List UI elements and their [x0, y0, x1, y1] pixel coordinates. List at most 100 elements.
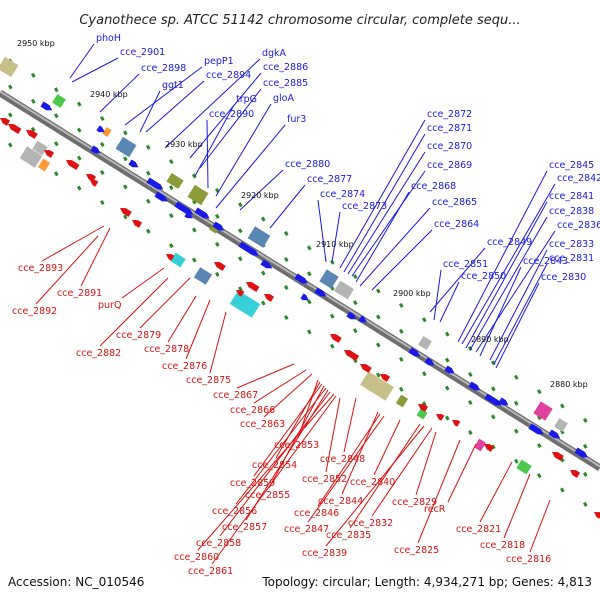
- label-leader-line: [263, 373, 313, 418]
- label-leader-line: [219, 391, 331, 537]
- tick-mark: [8, 112, 13, 118]
- forward-gene-label: gloA: [273, 93, 294, 104]
- label-leader-line: [371, 427, 433, 517]
- label-leaders: [35, 43, 556, 565]
- tick-mark: [490, 386, 496, 392]
- tick-mark: [77, 127, 82, 133]
- reverse-gene-label: cce_2854: [252, 460, 297, 471]
- tick-mark: [261, 270, 266, 276]
- label-leader-line: [121, 267, 165, 299]
- feature-block: [37, 158, 51, 172]
- tick-mark: [583, 471, 588, 477]
- tick-mark: [54, 87, 59, 93]
- label-leader-line: [447, 443, 477, 503]
- forward-gene-arrow: [90, 145, 101, 154]
- feature-block: [395, 394, 409, 408]
- tick-mark: [399, 386, 404, 392]
- label-leader-line: [317, 199, 327, 263]
- forward-gene-label: cce_2885: [263, 78, 308, 89]
- feature-block: [473, 438, 487, 452]
- feature-block: [52, 94, 66, 108]
- tick-mark: [399, 302, 404, 308]
- reverse-gene-arrow: [436, 414, 445, 421]
- label-leader-line: [359, 207, 431, 287]
- forward-gene-label: cce_2877: [307, 174, 352, 185]
- tick-mark: [237, 256, 243, 262]
- forward-gene-label: cce_2869: [427, 160, 472, 171]
- tick-mark: [284, 285, 289, 290]
- label-leader-line: [355, 191, 410, 283]
- label-leader-line: [343, 397, 357, 453]
- label-leader-line: [167, 295, 197, 343]
- tick-mark: [468, 371, 473, 377]
- forward-gene-label: cce_2842: [557, 173, 600, 184]
- label-leader-line: [245, 389, 329, 521]
- tick-mark: [191, 227, 197, 233]
- tick-mark: [513, 458, 519, 464]
- tick-mark: [468, 399, 473, 405]
- tick-mark: [146, 144, 151, 150]
- reverse-gene-label: cce_2857: [222, 522, 267, 533]
- feature-block: [533, 401, 553, 421]
- reverse-gene-arrow: [66, 160, 80, 170]
- reverse-gene-label: cce_2875: [186, 375, 231, 386]
- label-leader-line: [211, 395, 337, 565]
- feature-block: [418, 336, 432, 350]
- forward-gene-label: cce_2841: [549, 191, 594, 202]
- reverse-gene-label: cce_2816: [506, 554, 551, 565]
- label-leader-line: [433, 269, 442, 321]
- tick-mark: [284, 231, 289, 236]
- reverse-gene-label: cce_2863: [240, 419, 285, 430]
- tick-mark: [307, 329, 312, 335]
- tick-mark: [191, 257, 197, 263]
- label-leader-line: [325, 425, 425, 547]
- forward-gene-label: cce_2890: [209, 109, 254, 120]
- forward-gene-label: cce_2894: [206, 70, 251, 81]
- forward-gene-arrow: [260, 259, 273, 269]
- reverse-gene-arrow: [236, 290, 245, 297]
- tick-mark: [77, 155, 82, 161]
- label-leader-line: [351, 170, 426, 277]
- forward-gene-labels: phoH cce_2901 cce_2898 pepP1 ggt1 cce_2894 dgk…: [96, 33, 600, 283]
- forward-gene-label: cce_2864: [434, 219, 479, 230]
- tick-mark: [146, 228, 151, 234]
- tick-mark: [537, 443, 542, 449]
- forward-gene-arrow: [174, 201, 193, 215]
- reverse-gene-label: cce_2840: [350, 477, 395, 488]
- feature-block: [166, 173, 184, 189]
- forward-gene-label: cce_2845: [549, 160, 594, 171]
- tick-mark: [352, 300, 358, 306]
- forward-gene-label: cce_2874: [320, 189, 365, 200]
- forward-gene-label: cce_2872: [427, 109, 472, 120]
- label-leader-line: [239, 169, 284, 211]
- tick-mark: [468, 429, 473, 435]
- label-leader-line: [269, 184, 306, 229]
- forward-gene-label: cce_2880: [285, 159, 330, 170]
- label-leader-line: [99, 277, 169, 347]
- reverse-gene-label: cce_2882: [76, 348, 121, 359]
- tick-mark: [583, 443, 588, 449]
- reverse-gene-arrow: [552, 452, 564, 461]
- feature-block: [209, 224, 219, 234]
- tick-mark: [53, 171, 59, 177]
- tick-mark: [560, 487, 565, 493]
- label-leader-line: [439, 281, 460, 323]
- reverse-gene-arrow: [330, 334, 342, 343]
- label-leader-line: [479, 461, 513, 523]
- forward-gene-label: cce_2849: [487, 237, 532, 248]
- feature-block: [187, 184, 209, 206]
- tick-mark: [214, 213, 220, 219]
- label-leader-line: [461, 183, 556, 345]
- reverse-gene-arrow: [86, 174, 97, 182]
- label-leader-line: [373, 419, 401, 476]
- feature-block: [319, 269, 339, 289]
- reverse-gene-arrow: [264, 294, 275, 302]
- reverse-gene-label: cce_2825: [394, 545, 439, 556]
- reverse-gene-arrow: [44, 150, 55, 158]
- label-leader-line: [194, 104, 235, 177]
- forward-gene-label: cce_2871: [427, 123, 472, 134]
- kbp-label: 2930 kbp: [165, 140, 203, 149]
- tick-mark: [375, 342, 381, 348]
- reverse-gene-arrow: [380, 374, 391, 382]
- tick-mark: [537, 389, 542, 395]
